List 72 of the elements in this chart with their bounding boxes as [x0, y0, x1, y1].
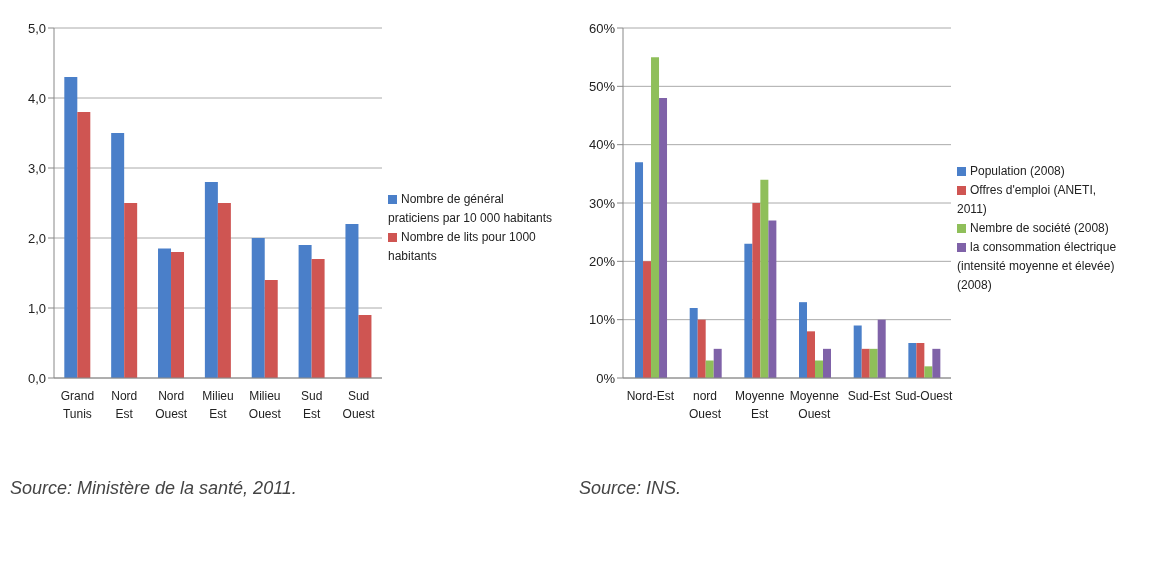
bar: [861, 348, 870, 378]
bar: [916, 343, 925, 378]
y-tick-label: 0%: [596, 370, 616, 386]
bar: [869, 348, 878, 378]
bar: [251, 238, 265, 378]
bar: [345, 224, 359, 378]
bar: [807, 331, 816, 378]
bar: [877, 319, 886, 378]
x-tick-label: Sud Ouest: [342, 389, 376, 421]
x-tick-label: Sud-Ouest: [894, 389, 954, 403]
bar: [908, 343, 917, 378]
legend-label: Nombre de général praticiens par 10 000 habitants: [388, 192, 553, 225]
bar: [932, 348, 941, 378]
y-tick-label: 10%: [588, 312, 616, 328]
y-tick-label: 3,0: [27, 160, 46, 176]
bar: [635, 162, 644, 378]
x-tick-label: nord Ouest: [688, 389, 722, 421]
legend-label: Nombre de lits pour 1000 habitants: [388, 230, 536, 263]
bar: [311, 259, 325, 378]
legend-label: Population (2008): [970, 163, 1065, 178]
bar: [659, 98, 668, 378]
y-tick-label: 0,0: [27, 370, 46, 386]
bar: [768, 220, 777, 378]
y-tick-label: 2,0: [27, 230, 46, 246]
legend-label: Nembre de société (2008): [970, 220, 1109, 235]
bar: [217, 203, 231, 378]
y-tick-label: 5,0: [27, 20, 46, 36]
x-tick-label: Nord-Est: [626, 389, 675, 403]
y-tick-label: 20%: [588, 253, 616, 269]
y-tick-label: 50%: [588, 78, 616, 94]
y-tick-label: 60%: [588, 20, 616, 36]
bar: [744, 243, 753, 378]
bar: [752, 203, 761, 378]
bar: [705, 360, 714, 378]
y-tick-label: 4,0: [27, 90, 46, 106]
legend-label: la consommation électrique (intensité moyenne et élevée) (2008): [957, 239, 1117, 292]
bar: [358, 315, 372, 378]
x-tick-label: Nord Ouest: [155, 389, 188, 421]
bar: [264, 280, 278, 378]
bar: [643, 261, 652, 378]
bar: [689, 308, 698, 378]
x-tick-label: Sud Est: [301, 389, 323, 421]
bar: [158, 248, 172, 378]
bar: [651, 57, 660, 378]
y-tick-label: 30%: [588, 195, 616, 211]
bar: [124, 203, 138, 378]
bar: [713, 348, 722, 378]
x-tick-label: Nord Est: [111, 389, 138, 421]
y-tick-label: 1,0: [27, 300, 46, 316]
source-note: Source: INS.: [578, 478, 683, 499]
bar: [815, 360, 824, 378]
x-tick-label: Grand Tunis: [60, 389, 95, 421]
bar: [924, 366, 933, 378]
bar: [823, 348, 832, 378]
x-tick-label: Sud-Est: [847, 389, 892, 403]
bar: [697, 319, 706, 378]
bar: [204, 182, 218, 378]
bar: [77, 112, 91, 378]
source-note: Source: Ministère de la santé, 2011.: [9, 478, 298, 499]
x-tick-label: Milieu Ouest: [248, 389, 282, 421]
x-tick-label: Moyenne Est: [734, 389, 785, 421]
x-tick-label: Milieu Est: [202, 389, 234, 421]
bar: [760, 179, 769, 378]
bar: [171, 252, 185, 378]
bar: [298, 245, 312, 378]
legend-label: Offres d'emploi (ANETI, 2011): [957, 182, 1097, 216]
bar: [111, 133, 125, 378]
bar: [853, 325, 862, 378]
y-tick-label: 40%: [588, 137, 616, 153]
bar: [799, 302, 808, 378]
bar: [64, 77, 78, 378]
x-tick-label: Moyenne Ouest: [789, 389, 840, 421]
